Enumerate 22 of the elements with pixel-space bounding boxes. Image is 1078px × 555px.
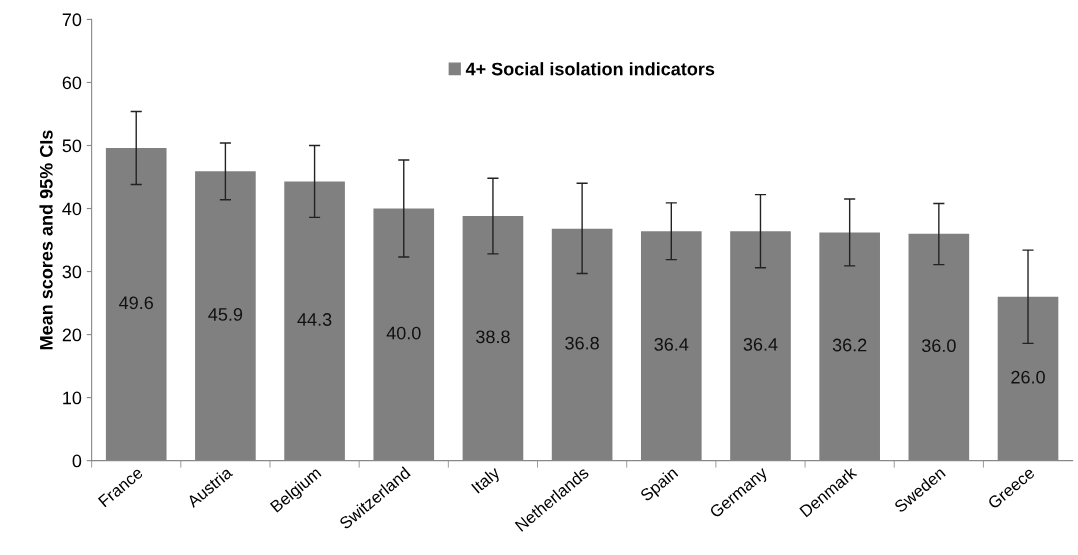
data-label: 49.6 — [119, 296, 153, 310]
y-tick-label: 50 — [62, 139, 82, 153]
data-label: 36.0 — [921, 339, 956, 353]
legend-label: 4+ Social isolation indicators — [465, 62, 715, 76]
data-label: 36.4 — [743, 337, 778, 351]
y-tick-label: 40 — [62, 202, 82, 216]
data-label: 26.0 — [1011, 370, 1045, 384]
data-label: 40.0 — [386, 326, 421, 340]
data-label: 36.4 — [654, 337, 689, 351]
data-label: 45.9 — [208, 308, 243, 321]
y-tick-label: 30 — [62, 265, 82, 279]
y-tick-label: 60 — [62, 76, 82, 90]
data-label: 38.8 — [476, 330, 510, 344]
y-tick-label: 0 — [72, 454, 82, 468]
y-tick-label: 70 — [62, 13, 82, 27]
y-tick-label: 10 — [63, 391, 82, 405]
data-label: 36.8 — [565, 336, 599, 350]
y-tick-label: 20 — [62, 328, 82, 342]
x-tick-label: Italy — [470, 465, 503, 497]
data-label: 36.2 — [832, 338, 867, 352]
data-label: 44.3 — [297, 313, 332, 326]
y-axis-title: Mean scores and 95% CIs — [39, 130, 53, 350]
